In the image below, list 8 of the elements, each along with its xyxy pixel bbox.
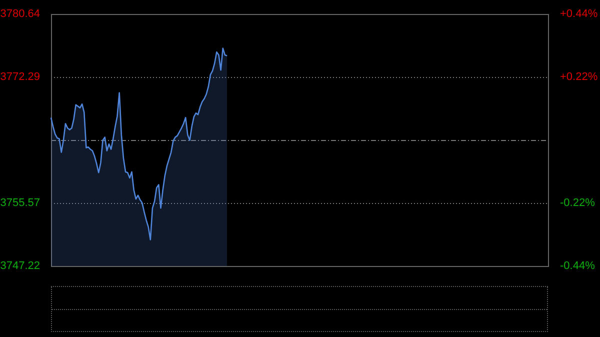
y2-tick-label: -0.44% [560,260,596,272]
y-tick-label: 3755.57 [0,197,40,210]
y-tick-label: 3747.22 [0,260,40,272]
y-tick-label: 3772.29 [0,70,40,83]
y2-tick-label: +0.22% [560,71,598,84]
y-tick-label: 3780.64 [0,8,40,20]
y2-tick-label: -0.22% [560,197,596,210]
y2-tick-label: +0.44% [560,8,598,20]
